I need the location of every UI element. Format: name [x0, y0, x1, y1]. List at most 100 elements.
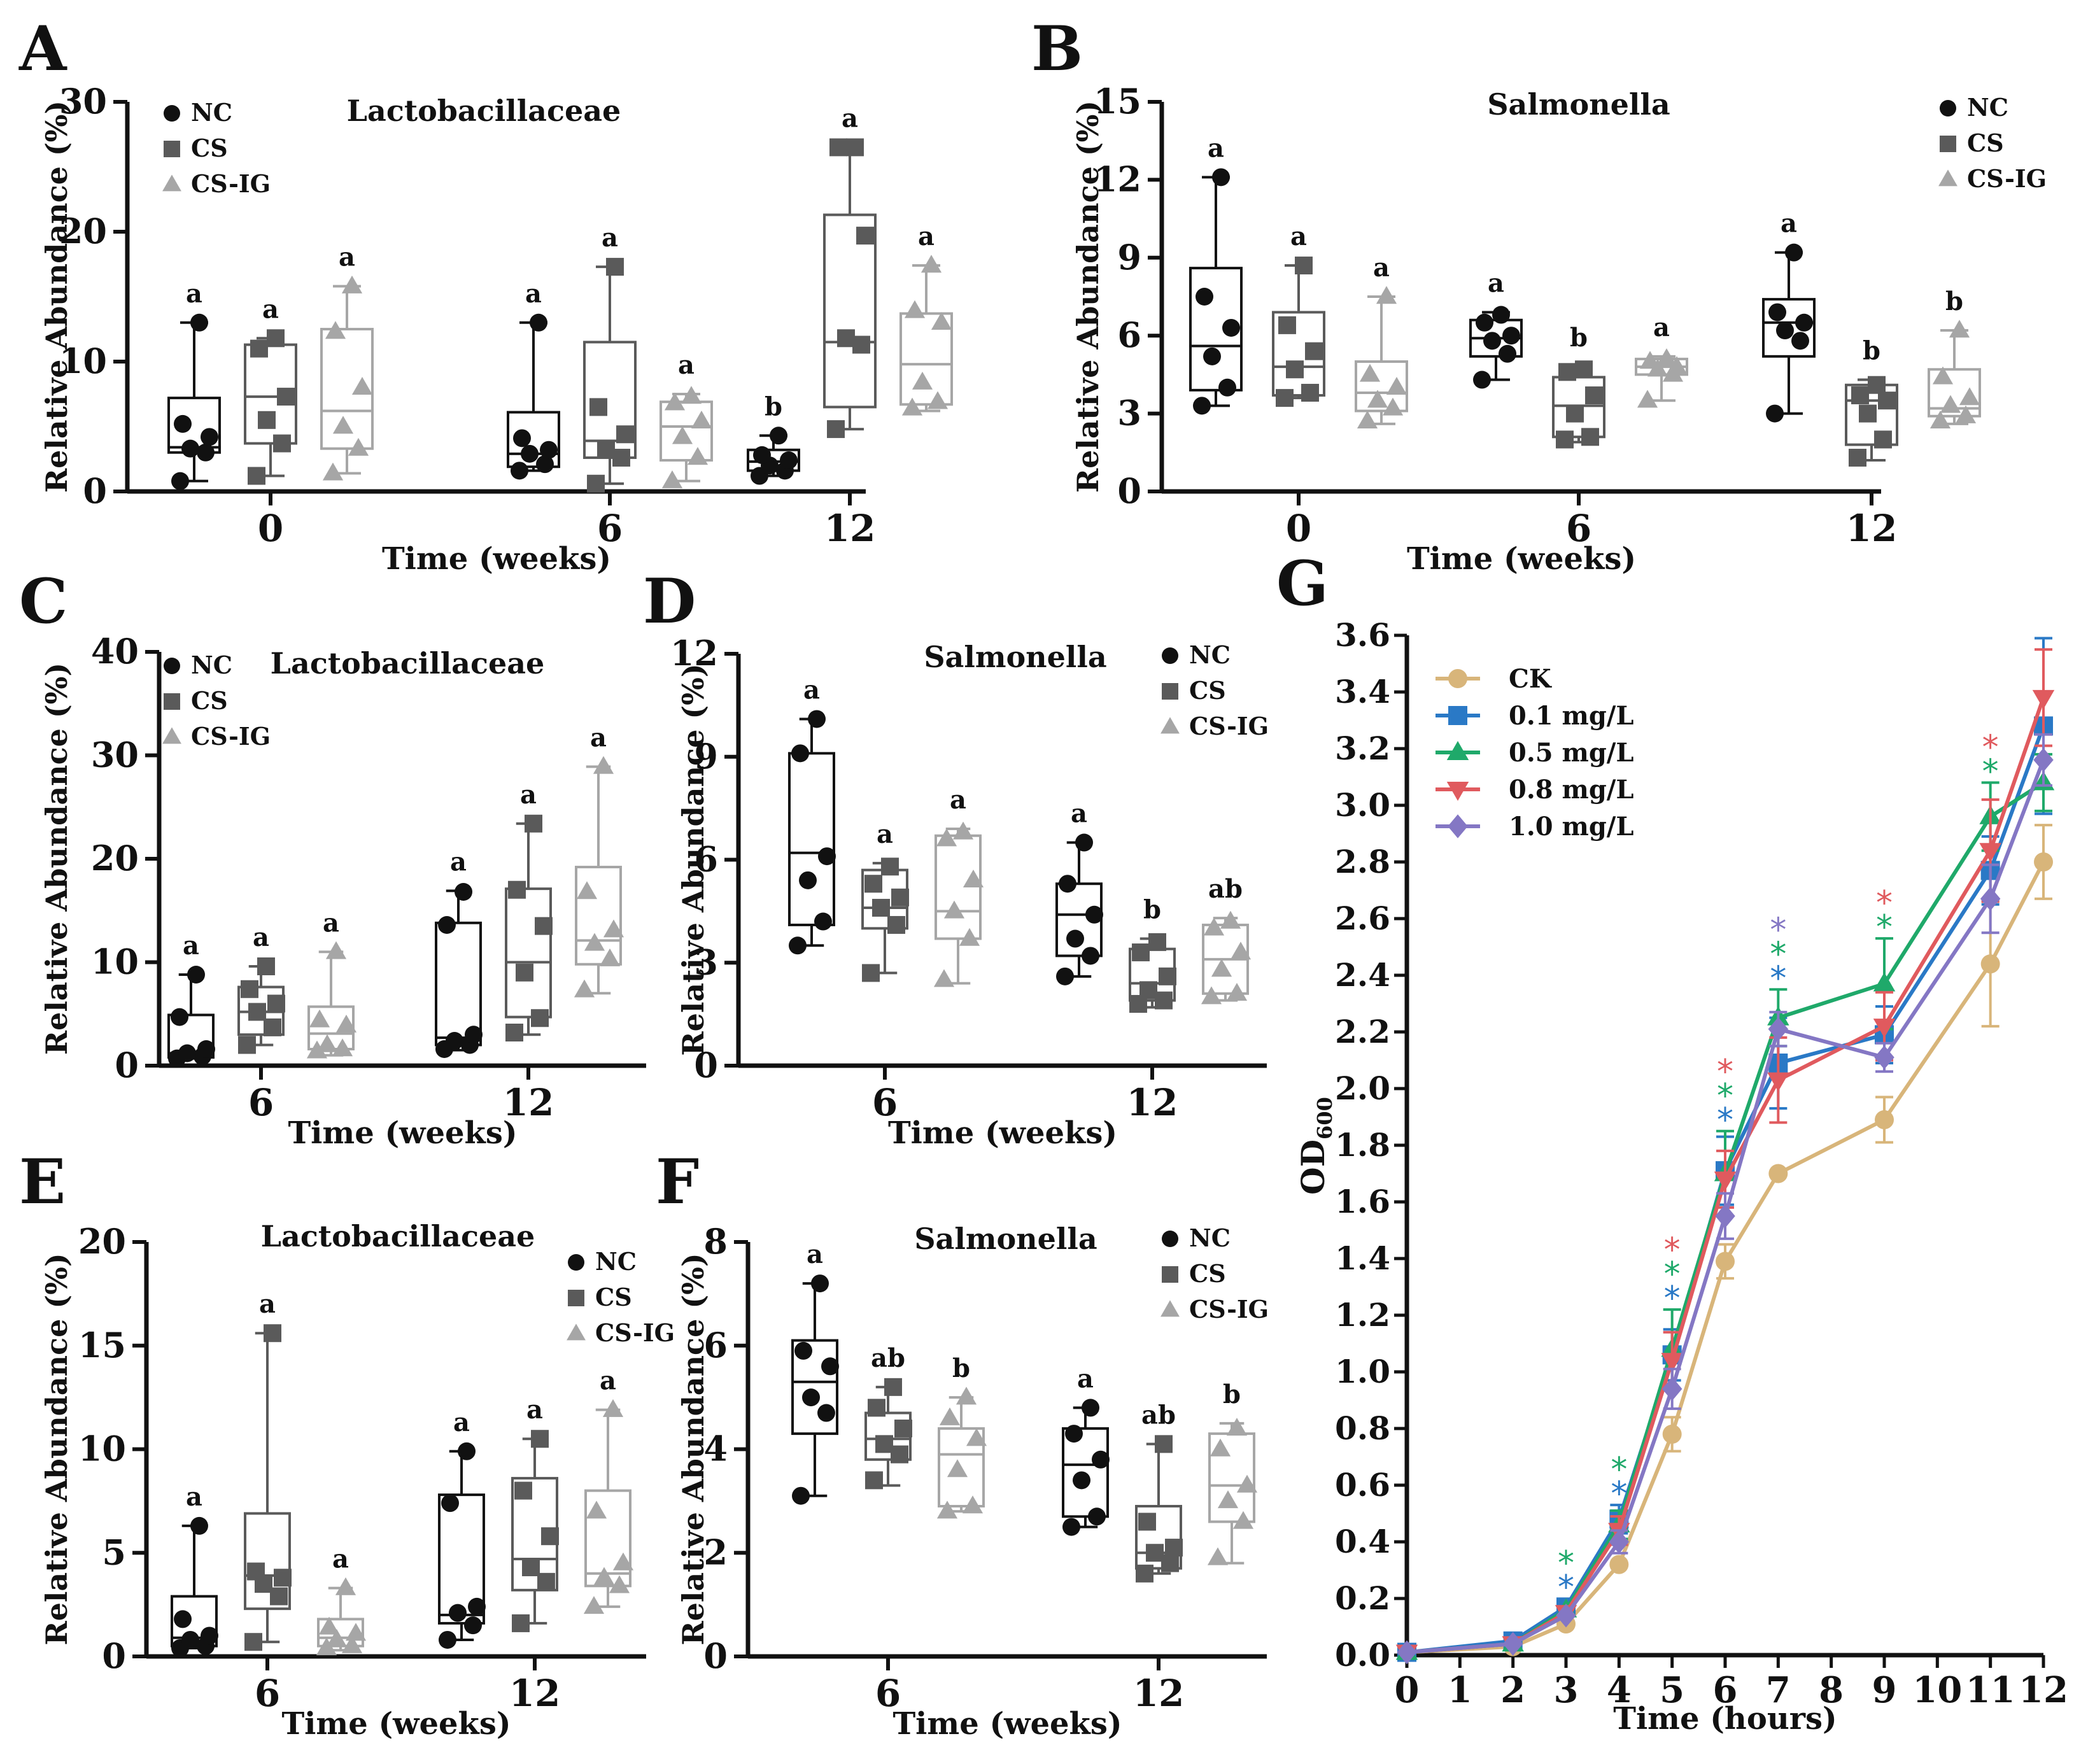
data-point	[1639, 351, 1661, 369]
data-point	[1609, 1555, 1629, 1574]
significance-letter: a	[918, 222, 935, 251]
box-nc-0: a	[1189, 133, 1243, 415]
data-point	[901, 397, 923, 416]
data-point	[936, 1500, 958, 1519]
data-point	[1232, 1511, 1254, 1529]
significance-star: *	[1717, 1101, 1733, 1140]
box-iqr	[1928, 368, 1981, 418]
data-point	[1483, 332, 1501, 350]
chart-title: Lactobacillaceae	[271, 646, 545, 681]
data-point	[1502, 327, 1520, 345]
data-point	[316, 1637, 337, 1656]
y-tick-label: 20	[91, 838, 139, 878]
panel-letter: A	[18, 13, 67, 85]
data-point	[933, 969, 955, 987]
box-iqr	[1762, 298, 1816, 358]
x-axis-label: Time (weeks)	[1407, 541, 1636, 577]
box-nc-6: a	[788, 675, 836, 955]
y-tick-label: 2.0	[1335, 1069, 1390, 1107]
data-point	[1211, 959, 1232, 977]
legend-label: NC	[191, 98, 232, 127]
y-tick-label: 20	[59, 211, 107, 251]
significance-letter: a	[678, 350, 695, 380]
data-point	[1878, 392, 1896, 410]
significance-letter: a	[600, 1366, 616, 1396]
significance-letter: b	[1143, 895, 1161, 925]
data-point	[1581, 428, 1599, 446]
y-tick-label: 0	[83, 470, 107, 511]
data-point	[241, 980, 258, 998]
x-axis-label: Time (weeks)	[382, 541, 611, 577]
legend-label: 0.8 mg/L	[1509, 775, 1634, 805]
significance-star: *	[1770, 959, 1786, 998]
box-cs-6: b	[1552, 323, 1605, 449]
panel-letter: D	[643, 565, 696, 637]
significance-star: *	[1876, 884, 1893, 922]
data-point	[1276, 389, 1294, 407]
data-point	[1768, 1017, 1789, 1041]
data-point	[1661, 1376, 1682, 1401]
data-point	[1980, 887, 2001, 911]
data-point	[884, 1378, 902, 1396]
box-nc-12: a	[435, 847, 483, 1058]
data-point	[1066, 929, 1084, 948]
y-tick-label: 0	[102, 1635, 126, 1676]
data-point	[1473, 370, 1491, 389]
data-point	[335, 1577, 356, 1595]
box-cs-6: ab	[864, 1343, 912, 1490]
y-tick-label: 0	[694, 1045, 718, 1085]
y-tick-label: 3	[694, 942, 718, 982]
data-point	[881, 857, 899, 876]
box-nc-12: a	[1062, 1364, 1110, 1536]
y-tick-label: 2.4	[1335, 956, 1390, 994]
data-point	[250, 339, 268, 358]
data-point	[1082, 1399, 1099, 1417]
box-cs-0: a	[1272, 222, 1325, 407]
box-cs-12: ab	[1135, 1400, 1183, 1583]
x-axis-label: Time (weeks)	[888, 1115, 1117, 1151]
data-point	[661, 470, 683, 488]
panel-g: G 0.0 0.2 0.4 0.6 0.8 1.0 1.2 1.4 1.6 1.8 2.0 2.2 2.4…	[1276, 547, 2068, 1737]
data-point	[536, 455, 554, 474]
data-point	[1715, 1204, 1735, 1228]
data-point	[802, 1388, 820, 1407]
data-point	[1397, 1640, 1417, 1665]
box-iqr	[1135, 1505, 1182, 1570]
box-cs-ig-12: a	[574, 723, 624, 998]
significance-star: *	[1558, 1544, 1574, 1583]
data-point	[171, 472, 189, 490]
box-cs-0: a	[244, 294, 297, 485]
y-tick-label: 10	[91, 942, 139, 982]
box-cs-ig-12: b	[1928, 286, 1981, 429]
significance-letter: a	[520, 780, 537, 810]
chart-title: Lactobacillaceae	[261, 1219, 535, 1253]
data-point	[270, 1587, 288, 1605]
box-iqr	[505, 887, 552, 1019]
significance-star: *	[1664, 1255, 1681, 1294]
data-point	[1776, 321, 1794, 340]
data-point	[1955, 405, 1977, 423]
data-point	[2032, 689, 2055, 709]
data-point	[1203, 917, 1225, 936]
data-point	[306, 1040, 328, 1059]
y-tick-label: 6	[694, 839, 718, 880]
legend-label: NC	[1189, 1224, 1231, 1252]
data-point	[325, 321, 346, 339]
significance-letter: a	[590, 723, 607, 752]
legend-marker-nc	[1940, 100, 1956, 116]
significance-letter: b	[952, 1353, 970, 1383]
data-point	[535, 917, 553, 935]
data-point	[449, 1604, 467, 1622]
data-point	[1502, 1632, 1523, 1656]
data-point	[1859, 404, 1877, 423]
x-tick-label: 6	[248, 1081, 274, 1124]
data-point	[1193, 397, 1211, 415]
data-point	[956, 1387, 977, 1405]
data-point	[540, 441, 558, 459]
box-iqr	[1062, 1427, 1109, 1518]
data-point	[309, 1009, 330, 1027]
box-nc-6: a	[171, 1482, 218, 1657]
data-point	[927, 391, 949, 409]
box-nc-12: a	[1762, 209, 1816, 423]
box-cs-12: a	[511, 1395, 559, 1632]
